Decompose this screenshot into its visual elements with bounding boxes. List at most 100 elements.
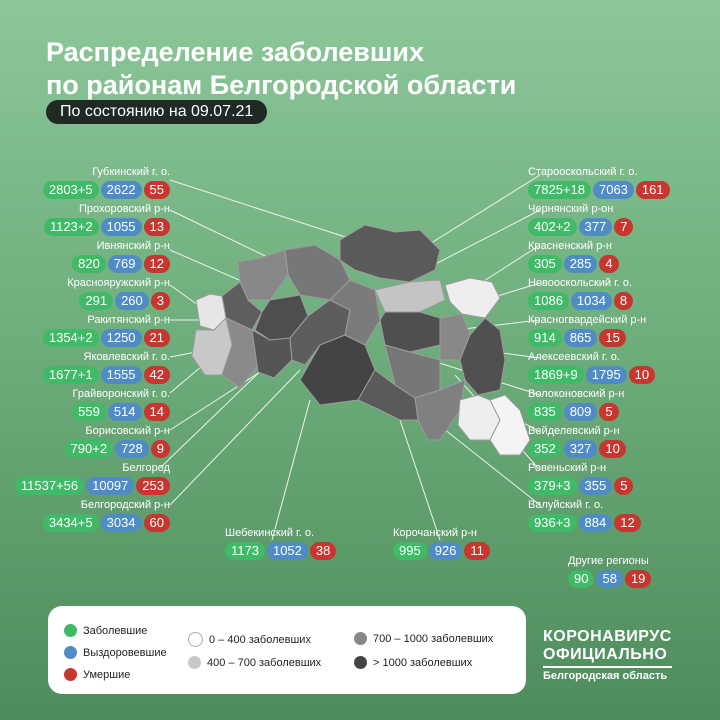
deaths-count: 9 — [150, 440, 170, 458]
district-volokonovka: Волоконовский р-н 835 809 5 — [528, 388, 624, 421]
leader-line — [169, 179, 371, 246]
brand-logo: КОРОНАВИРУС ОФИЦИАЛЬНО Белгородская обла… — [543, 628, 672, 682]
light-gray-dot-icon — [188, 656, 201, 669]
district-novy-oskol: Новооскольский г. о. 1086 1034 8 — [528, 277, 634, 310]
district-name: Другие регионы — [568, 555, 649, 567]
recovered-count: 3034 — [100, 514, 142, 532]
district-name: Грайворонский г. о. — [72, 388, 170, 400]
district-shape — [329, 279, 381, 346]
district-shebekino: Шебекинский г. о. 1173 1052 38 — [225, 527, 337, 560]
legend-range-1: 0 – 400 заболевших — [188, 632, 311, 647]
sick-count: 1677+1 — [42, 366, 99, 384]
legend-panel: Заболевшие Выздоровевшие Умершие 0 – 400… — [48, 606, 526, 694]
legend-deaths: Умершие — [64, 668, 130, 681]
recovered-count: 377 — [578, 218, 613, 236]
sick-count: 1123+2 — [43, 218, 99, 236]
sick-count: 402+2 — [528, 218, 577, 236]
district-name: Чернянский р-он — [528, 203, 614, 215]
deaths-count: 8 — [613, 292, 634, 310]
district-stary-oskol: Старооскольский г. о. 7825+18 7063 161 — [528, 166, 670, 199]
district-name: Новооскольский г. о. — [528, 277, 633, 289]
recovered-count: 58 — [596, 570, 623, 588]
sick-count: 790+2 — [64, 440, 114, 458]
district-name: Ивнянский р-н — [96, 240, 170, 252]
deaths-count: 38 — [309, 542, 337, 560]
leader-line — [169, 371, 261, 431]
district-name: Корочанский р-н — [393, 527, 477, 539]
district-name: Вейделевский р-н — [528, 425, 620, 437]
recovered-count: 926 — [428, 542, 463, 560]
legend-range-4: > 1000 заболевших — [354, 656, 472, 669]
blue-dot-icon — [64, 646, 77, 659]
district-shape — [339, 224, 441, 283]
district-belgorod-rayon: Белгородский р-н 3434+5 3034 60 — [42, 499, 170, 532]
sick-count: 3434+5 — [42, 514, 99, 532]
deaths-count: 253 — [136, 477, 170, 495]
district-rakitnoye: Ракитянский р-н 1354+2 1250 21 — [42, 314, 170, 347]
recovered-count: 10097 — [86, 477, 135, 495]
sick-count: 2803+5 — [42, 181, 99, 199]
recovered-count: 865 — [563, 329, 598, 347]
leader-line — [419, 209, 541, 273]
district-name: Красненский р-н — [528, 240, 612, 252]
deaths-count: 19 — [624, 570, 652, 588]
recovered-count: 1034 — [570, 292, 612, 310]
district-name: Прохоровский р-н — [79, 203, 170, 215]
red-dot-icon — [64, 668, 77, 681]
district-yakovlevo: Яковлевский г. о. 1677+1 1555 42 — [42, 351, 170, 384]
sick-count: 559 — [72, 403, 106, 421]
district-name: Старооскольский г. о. — [528, 166, 638, 178]
district-belgorod-city: Белгород 11537+56 10097 253 — [14, 462, 170, 495]
district-ivnya: Ивнянский р-н 820 769 12 — [72, 240, 170, 273]
district-name: Алексеевский г. о. — [528, 351, 620, 363]
district-korocha: Корочанский р-н 995 926 11 — [393, 527, 490, 560]
recovered-count: 7063 — [592, 181, 634, 199]
district-shape — [414, 379, 466, 441]
leader-line — [454, 319, 541, 331]
district-shape — [299, 334, 376, 406]
recovered-count: 1055 — [100, 218, 142, 236]
district-shape — [237, 249, 289, 301]
district-shape — [444, 277, 501, 319]
deaths-count: 10 — [599, 440, 626, 458]
recovered-count: 355 — [578, 477, 613, 495]
sick-count: 914 — [528, 329, 562, 347]
district-name: Ракитянский р-н — [87, 314, 170, 326]
leader-line — [169, 369, 301, 506]
district-name: Шебекинский г. о. — [225, 527, 315, 539]
sick-count: 835 — [528, 403, 562, 421]
sick-count: 352 — [528, 440, 562, 458]
recovered-count: 884 — [578, 514, 613, 532]
recovered-count: 728 — [115, 440, 149, 458]
district-rovenki: Ровеньский р-н 379+3 355 5 — [528, 462, 634, 495]
deaths-count: 14 — [143, 403, 170, 421]
district-krasnaya-yaruga: Краснояружский р-н 291 260 3 — [67, 277, 170, 310]
sick-count: 90 — [568, 570, 595, 588]
district-name: Борисовский р-н — [85, 425, 170, 437]
recovered-count: 769 — [107, 255, 142, 273]
deaths-count: 21 — [143, 329, 170, 347]
leader-line — [399, 419, 441, 541]
deaths-count: 15 — [599, 329, 626, 347]
recovered-count: 809 — [563, 403, 598, 421]
deaths-count: 10 — [628, 366, 656, 384]
district-prokhorovka: Прохоровский р-н 1123+2 1055 13 — [43, 203, 170, 236]
district-krasnoye: Красненский р-н 305 285 4 — [528, 240, 619, 273]
deaths-count: 5 — [599, 403, 619, 421]
sick-count: 7825+18 — [528, 181, 591, 199]
sick-count: 305 — [528, 255, 562, 273]
sick-count: 11537+56 — [14, 477, 85, 495]
district-shape — [374, 279, 446, 313]
sick-count: 1869+9 — [528, 366, 584, 384]
district-veydelevka: Вейделевский р-н 352 327 10 — [528, 425, 626, 458]
district-name: Красногвардейский р-н — [528, 314, 647, 326]
sick-count: 1086 — [528, 292, 569, 310]
recovered-count: 1795 — [585, 366, 627, 384]
sick-count: 936+3 — [528, 514, 577, 532]
district-krasnogvardeyskoye: Красногвардейский р-н 914 865 15 — [528, 314, 646, 347]
district-name: Ровеньский р-н — [528, 462, 607, 474]
sick-count: 1173 — [225, 542, 265, 560]
district-grayvoron: Грайворонский г. о. 559 514 14 — [72, 388, 170, 421]
district-name: Краснояружский р-н — [67, 277, 170, 289]
sick-count: 291 — [79, 292, 114, 310]
